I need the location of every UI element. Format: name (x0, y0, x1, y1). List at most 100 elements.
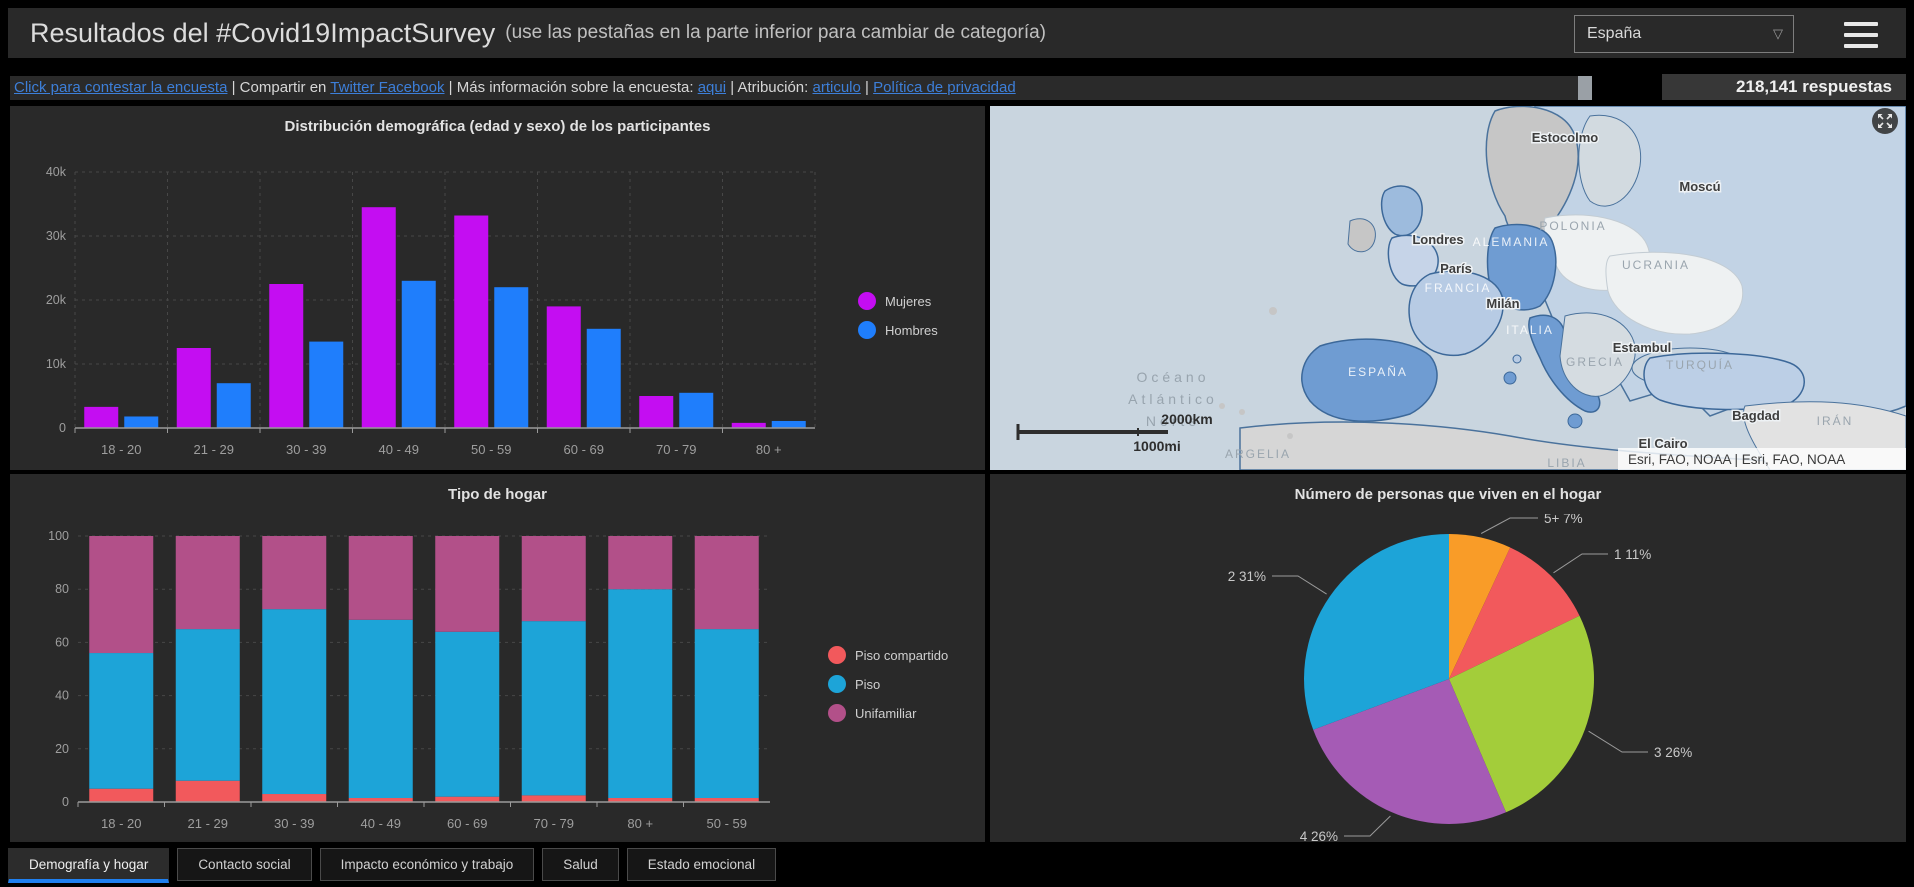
bar-hombres-60-69[interactable] (586, 328, 621, 428)
x-axis-category-label: 18 - 20 (101, 816, 141, 831)
page-title: Resultados del #Covid19ImpactSurvey (30, 17, 496, 48)
bar-mujeres-40-49[interactable] (361, 207, 396, 428)
stack-piso-21-29[interactable] (175, 629, 240, 781)
stack-piso-40-49[interactable] (348, 619, 413, 799)
demographics-legend: Mujeres Hombres (858, 292, 938, 339)
stack-unifamiliar-80-[interactable] (608, 536, 673, 590)
stack-piso-70-79[interactable] (521, 621, 586, 796)
stack-piso-18-20[interactable] (89, 653, 154, 789)
link-aqui[interactable]: aqui (697, 79, 727, 96)
tab-estado-emocional[interactable]: Estado emocional (626, 848, 777, 881)
menu-line (1844, 44, 1878, 48)
legend-item-unifamiliar[interactable]: Unifamiliar (828, 704, 948, 722)
legend-item-piso-compartido[interactable]: Piso compartido (828, 646, 948, 664)
stack-piso-30-39[interactable] (262, 609, 327, 795)
stack-unifamiliar-50-59[interactable] (694, 536, 759, 630)
bar-hombres-40-49[interactable] (401, 280, 436, 428)
bar-hombres-18-20[interactable] (124, 416, 159, 428)
bar-mujeres-21-29[interactable] (176, 348, 211, 428)
bar-hombres-80-[interactable] (771, 420, 806, 428)
linkbar-text: | Más información sobre la encuesta: (444, 79, 698, 96)
pie-slice-2[interactable] (1304, 534, 1449, 730)
stack-piso-compartido-50-59[interactable] (694, 798, 759, 802)
map-scale-km: 2000km (1161, 411, 1212, 427)
bar-mujeres-70-79[interactable] (639, 396, 674, 428)
pie-label-leader-line (1344, 815, 1391, 837)
stack-unifamiliar-60-69[interactable] (435, 536, 500, 632)
stack-unifamiliar-40-49[interactable] (348, 536, 413, 620)
pie-slice-label: 3 26% (1654, 745, 1692, 760)
region-dropdown[interactable]: España ▽ (1574, 15, 1794, 53)
pie-slice-4[interactable] (1313, 679, 1506, 824)
x-axis-category-label: 80 + (627, 816, 653, 831)
legend-label: Mujeres (885, 293, 932, 309)
map-expand-icon[interactable] (1872, 108, 1898, 134)
x-axis-category-label: 18 - 20 (101, 442, 141, 457)
map-ocean-label: Norte (1146, 413, 1200, 429)
pie-slice-5-[interactable] (1449, 533, 1511, 679)
legend-item-hombres[interactable]: Hombres (858, 321, 938, 339)
map-land-ireland (1347, 218, 1376, 253)
bar-mujeres-30-39[interactable] (269, 284, 304, 428)
link-articulo[interactable]: articulo (812, 79, 861, 96)
stack-unifamiliar-18-20[interactable] (89, 536, 154, 654)
stack-piso-80-[interactable] (608, 589, 673, 799)
map-land-corsica (1512, 354, 1522, 364)
stack-piso-compartido-18-20[interactable] (89, 788, 154, 802)
map-country-label-argelia: ARGELIA (1225, 447, 1291, 461)
stack-unifamiliar-21-29[interactable] (175, 536, 240, 630)
legend-item-piso[interactable]: Piso (828, 675, 948, 693)
bar-hombres-21-29[interactable] (216, 383, 251, 428)
map-panel[interactable]: POLONIA UCRANIA ALEMANIA FRANCIA ITALIA ESPAÑ… (990, 106, 1906, 470)
tab-contacto-social[interactable]: Contacto social (177, 848, 312, 881)
bar-hombres-30-39[interactable] (309, 341, 344, 428)
legend-item-mujeres[interactable]: Mujeres (858, 292, 938, 310)
tab-demograf-a-y-hogar[interactable]: Demografía y hogar (8, 848, 170, 883)
map-island (1269, 307, 1277, 315)
bar-mujeres-18-20[interactable] (84, 406, 119, 428)
pie-slice-3[interactable] (1449, 615, 1594, 813)
legend-swatch-icon (828, 675, 846, 693)
pie-label-leader-line (1480, 517, 1538, 534)
linkbar-scroll-handle[interactable] (1578, 76, 1592, 100)
stack-piso-60-69[interactable] (435, 631, 500, 797)
stack-piso-compartido-70-79[interactable] (521, 795, 586, 802)
header-bar: Resultados del #Covid19ImpactSurvey (use… (8, 8, 1906, 58)
map-country-label-turqu-a: TURQUÍA (1666, 357, 1734, 372)
tab-salud[interactable]: Salud (542, 848, 619, 881)
europe-map[interactable]: POLONIA UCRANIA ALEMANIA FRANCIA ITALIA ESPAÑ… (990, 106, 1906, 470)
stack-piso-compartido-21-29[interactable] (175, 780, 240, 802)
bar-hombres-70-79[interactable] (679, 392, 714, 428)
category-tab-bar: Demografía y hogar Contacto social Impacto… (8, 848, 777, 887)
map-land-france (1408, 270, 1504, 357)
demographics-chart-title: Distribución demográfica (edad y sexo) d… (284, 118, 711, 135)
hamburger-menu-icon[interactable] (1844, 20, 1878, 50)
pie-slice-1[interactable] (1449, 547, 1580, 680)
legend-swatch-icon (858, 321, 876, 339)
bar-mujeres-50-59[interactable] (454, 215, 489, 428)
stack-piso-compartido-60-69[interactable] (435, 796, 500, 802)
x-axis-category-label: 50 - 59 (707, 816, 747, 831)
stack-unifamiliar-70-79[interactable] (521, 536, 586, 622)
tab-impacto-econ-mico-y-trabajo[interactable]: Impacto económico y trabajo (319, 848, 535, 881)
map-land-ukraine (1605, 251, 1744, 335)
link-pol-tica-de-privacidad[interactable]: Política de privacidad (873, 79, 1016, 96)
map-land-sardinia (1503, 371, 1517, 385)
x-axis-category-label: 70 - 79 (534, 816, 574, 831)
map-attribution-text: Esri, FAO, NOAA | Esri, FAO, NOAA (1628, 452, 1845, 467)
link-twitter-facebook[interactable]: Twitter Facebook (330, 79, 445, 96)
y-axis-tick-label: 30k (46, 229, 67, 243)
stack-piso-50-59[interactable] (694, 629, 759, 799)
linkbar-text: | (860, 79, 874, 96)
stack-unifamiliar-30-39[interactable] (262, 536, 327, 610)
bar-mujeres-60-69[interactable] (546, 306, 581, 428)
map-land-sicily (1567, 413, 1583, 429)
stack-piso-compartido-80-[interactable] (608, 798, 673, 802)
link-click-para-contestar-la-encuesta[interactable]: Click para contestar la encuesta (14, 79, 228, 96)
stack-piso-compartido-40-49[interactable] (348, 798, 413, 802)
map-land-germany (1486, 223, 1557, 311)
bar-hombres-50-59[interactable] (494, 287, 529, 428)
legend-label: Piso (855, 676, 881, 692)
bar-mujeres-80-[interactable] (731, 422, 766, 428)
stack-piso-compartido-30-39[interactable] (262, 794, 327, 802)
